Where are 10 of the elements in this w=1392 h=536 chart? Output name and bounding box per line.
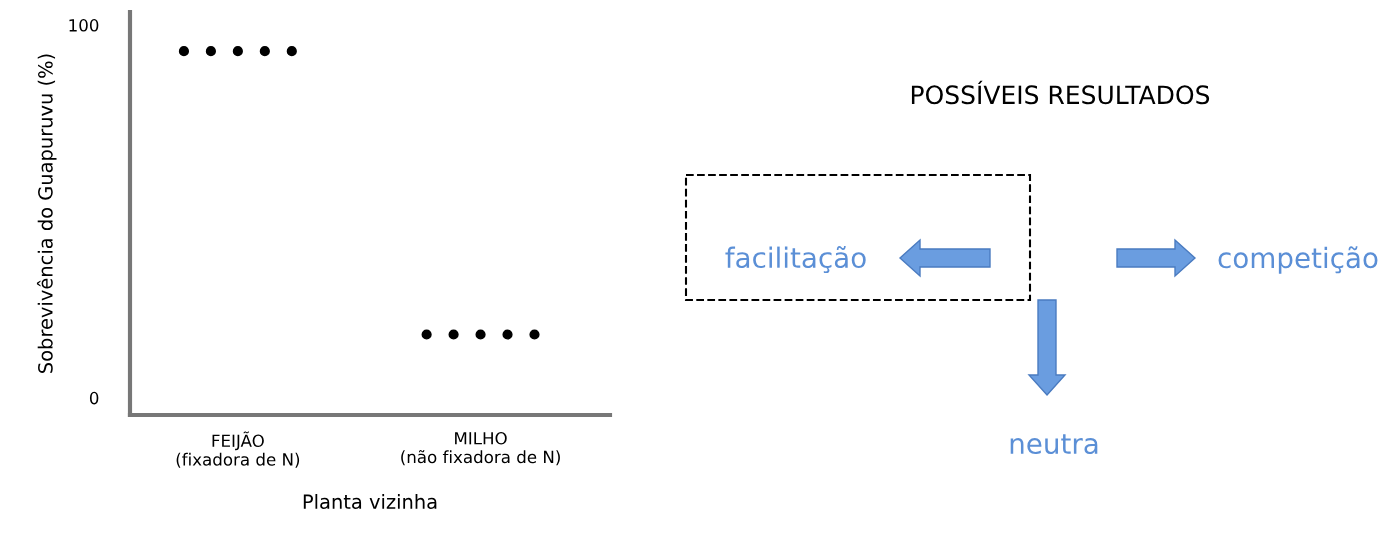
text: facilitação [725,246,866,274]
x-tick-label: MILHO (não fixadora de N) [401,431,560,466]
text: competição [1218,246,1378,274]
y-tick-label: 100 [69,19,99,32]
text: POSSÍVEIS RESULTADOS [911,80,1210,105]
y-axis-title: Sobrevivência do Guapuruvu (%) [36,54,57,373]
text: neutra [1010,434,1098,455]
x-tick-label: FEIJÃO (fixadora de N) [176,431,300,468]
x-axis-title: Planta vizinha [303,493,437,510]
y-tick-label: 0 [89,391,99,405]
